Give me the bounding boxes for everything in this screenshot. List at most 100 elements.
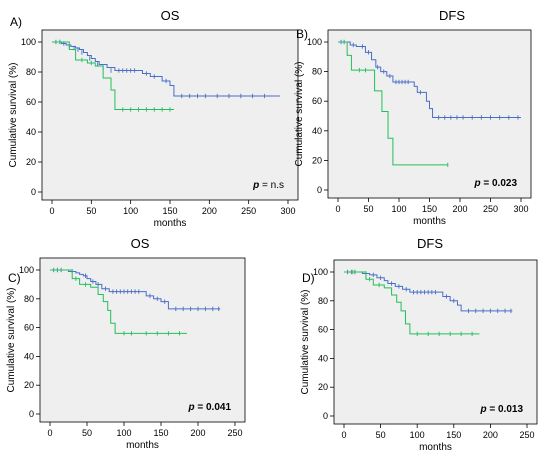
x-axis-label: months: [413, 216, 446, 227]
y-tick-label: 60: [318, 325, 328, 335]
panel-label: B): [296, 27, 308, 41]
panel-b: B) DFS 0 50 100 150 200 250 300 0 20 40 60 80 100 Cu…: [294, 8, 532, 227]
x-tick-label: 150: [162, 206, 177, 216]
y-tick-label: 60: [312, 96, 322, 106]
panel-c: C) OS 0 50 100 150 200 250 0 20 40 60 80 100 Cumula…: [6, 236, 246, 451]
y-tick-label: 20: [26, 157, 36, 167]
x-tick-label: 150: [153, 428, 168, 438]
y-tick-label: 20: [312, 155, 322, 165]
p-value-text: = n.s: [259, 180, 284, 191]
y-tick-label: 0: [29, 409, 34, 419]
x-tick-label: 0: [341, 430, 346, 440]
x-axis-label: months: [126, 440, 159, 451]
p-symbol: p: [479, 404, 486, 415]
panel-a: A) OS 0 50 100 150 200 250 300 0 20 40 60 80 100 Cum…: [8, 8, 299, 229]
plot-area: [333, 259, 538, 425]
panel-title: OS: [131, 236, 150, 251]
x-tick-label: 150: [446, 430, 461, 440]
x-axis-label: months: [419, 442, 452, 453]
series-line: [344, 271, 480, 335]
y-tick-label: 0: [323, 411, 328, 421]
y-tick-label: 20: [318, 382, 328, 392]
y-tick-label: 60: [26, 97, 36, 107]
series-line: [338, 41, 448, 166]
y-axis-label: Cumulative survival (%): [300, 289, 311, 394]
p-symbol: p: [187, 402, 194, 413]
p-value-text: = 0.023: [481, 178, 518, 189]
y-tick-label: 40: [318, 353, 328, 363]
x-tick-label: 250: [483, 204, 498, 214]
y-tick-label: 80: [24, 294, 34, 304]
x-tick-label: 200: [483, 430, 498, 440]
p-value-text: = 0.041: [195, 402, 232, 413]
y-tick-label: 40: [24, 351, 34, 361]
x-tick-label: 0: [335, 204, 340, 214]
p-symbol: p: [473, 178, 480, 189]
panel-label: C): [8, 271, 21, 285]
series-line: [52, 41, 281, 97]
p-symbol: p: [252, 180, 259, 191]
axes: 0 50 100 150 200 250 0 20 40 60 80 100: [313, 267, 535, 440]
x-tick-label: 0: [49, 206, 54, 216]
y-tick-label: 0: [317, 185, 322, 195]
plot-area: [41, 29, 299, 201]
x-tick-label: 250: [519, 430, 534, 440]
y-tick-label: 40: [26, 127, 36, 137]
y-axis-label: Cumulative survival (%): [6, 287, 17, 392]
y-tick-label: 40: [312, 126, 322, 136]
y-axis-label: Cumulative survival (%): [294, 61, 305, 166]
x-tick-label: 250: [227, 428, 242, 438]
series-layer: [338, 39, 521, 168]
axes: 0 50 100 150 200 250 300 0 20 40 60 80 100: [307, 37, 529, 214]
x-tick-label: 50: [86, 206, 96, 216]
x-tick-label: 200: [202, 206, 217, 216]
y-tick-label: 80: [318, 296, 328, 306]
y-tick-label: 100: [19, 265, 34, 275]
panel-title: DFS: [439, 8, 465, 23]
plot-area: [39, 257, 246, 423]
x-tick-label: 300: [513, 204, 528, 214]
x-tick-label: 100: [116, 428, 131, 438]
x-tick-label: 300: [280, 206, 295, 216]
plot-area: [327, 29, 532, 199]
x-tick-label: 100: [391, 204, 406, 214]
x-axis-label: months: [154, 218, 187, 229]
y-tick-label: 100: [313, 267, 328, 277]
axes: 0 50 100 150 200 250 0 20 40 60 80 100: [19, 265, 243, 438]
panel-label: D): [302, 271, 315, 285]
panel-label: A): [10, 15, 22, 29]
p-value-annotation: p = n.s: [252, 180, 284, 191]
y-tick-label: 100: [307, 37, 322, 47]
panel-title: DFS: [417, 236, 443, 251]
panel-title: OS: [161, 8, 180, 23]
x-tick-label: 250: [241, 206, 256, 216]
x-tick-label: 100: [123, 206, 138, 216]
series-line: [52, 41, 174, 110]
y-tick-label: 20: [24, 380, 34, 390]
series-line: [50, 269, 221, 310]
series-layer: [344, 269, 513, 337]
y-axis-label: Cumulative survival (%): [8, 62, 19, 167]
x-tick-label: 50: [376, 430, 386, 440]
y-tick-label: 0: [31, 187, 36, 197]
x-tick-label: 100: [410, 430, 425, 440]
y-tick-label: 60: [24, 323, 34, 333]
y-tick-label: 80: [312, 67, 322, 77]
p-value-text: = 0.013: [487, 404, 524, 415]
x-tick-label: 200: [452, 204, 467, 214]
p-value-annotation: p = 0.013: [479, 404, 523, 415]
x-tick-label: 150: [422, 204, 437, 214]
axes: 0 50 100 150 200 250 300 0 20 40 60 80 100: [21, 37, 296, 216]
x-tick-label: 50: [82, 428, 92, 438]
x-tick-label: 0: [47, 428, 52, 438]
series-line: [338, 41, 521, 118]
series-line: [50, 269, 187, 334]
y-tick-label: 100: [21, 37, 36, 47]
p-value-annotation: p = 0.041: [187, 402, 231, 413]
series-layer: [50, 267, 221, 336]
y-tick-label: 80: [26, 67, 36, 77]
p-value-annotation: p = 0.023: [473, 178, 517, 189]
series-layer: [52, 39, 281, 112]
x-tick-label: 50: [363, 204, 373, 214]
